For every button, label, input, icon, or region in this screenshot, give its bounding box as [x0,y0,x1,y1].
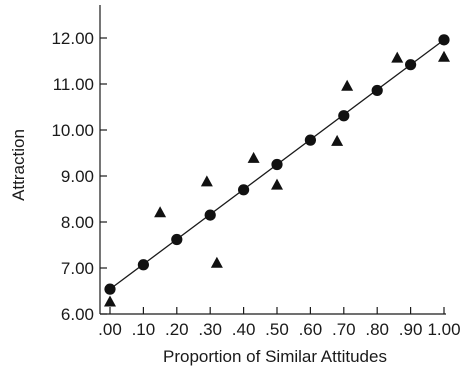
circle-point [204,209,216,221]
x-tick-label: .20 [165,320,189,339]
y-tick-label: 9.00 [61,167,94,186]
circle-point [104,283,116,295]
circle-point [137,259,149,271]
y-tick-label: 12.00 [51,29,94,48]
data-marks [104,34,450,307]
x-tick-label: .10 [132,320,156,339]
triangle-point [271,178,283,190]
x-tick-label: .70 [332,320,356,339]
triangle-point [391,51,404,63]
triangle-point [438,50,450,62]
x-axis-title: Proportion of Similar Attitudes [163,347,387,366]
x-tick-label: .30 [198,320,222,339]
triangle-point [247,151,260,163]
y-tick-label: 7.00 [61,259,94,278]
y-ticks: 6.00 7.00 8.00 9.00 10.00 11.00 12.00 [51,29,107,324]
triangle-point [104,295,116,307]
triangle-point [200,175,213,187]
x-tick-label: 1.00 [427,320,460,339]
y-axis-title: Attraction [9,129,28,201]
triangle-point [210,256,223,268]
x-tick-label: .90 [399,320,423,339]
circle-point [238,184,250,196]
y-tick-label: 6.00 [61,305,94,324]
circle-point [438,34,450,46]
circle-point [338,110,350,122]
x-tick-label: .80 [365,320,389,339]
x-tick-label: .60 [299,320,323,339]
circle-point [405,59,417,71]
y-tick-label: 10.00 [51,121,94,140]
circle-point [371,84,383,97]
circle-point [271,158,283,171]
x-ticks: .00 .10 .20 .30 .40 .50 .60 .70 .80 .90 1.00 [98,307,461,339]
triangle-point [341,79,354,91]
x-tick-label: .00 [98,320,122,339]
axes [99,5,446,315]
x-tick-label: .50 [265,320,289,339]
circle-point [171,233,183,246]
triangle-point [154,206,167,218]
x-tick-label: .40 [232,320,256,339]
y-tick-label: 8.00 [61,213,94,232]
circle-point [304,134,316,146]
y-tick-label: 11.00 [53,75,94,94]
triangle-point [331,134,344,146]
